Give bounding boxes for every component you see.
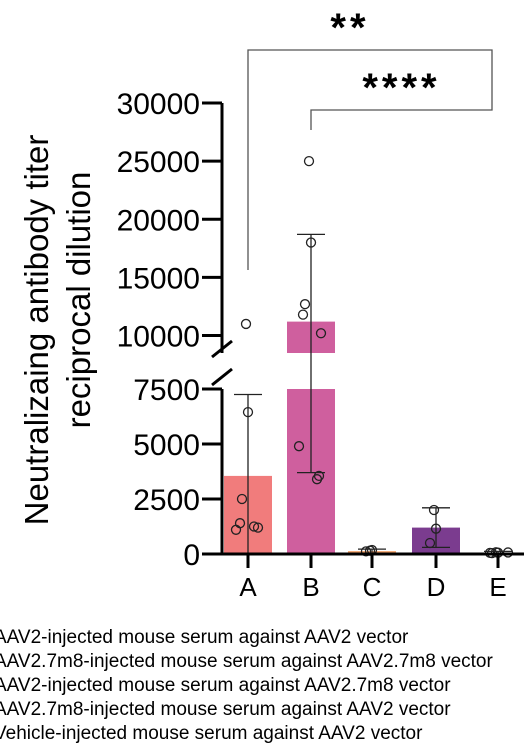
x-tick-label: E (489, 572, 506, 602)
y-tick-label: 25000 (117, 146, 200, 179)
x-tick-label: C (363, 572, 382, 602)
legend-item-e: Vehicle-injected mouse serum against AAV… (0, 723, 423, 744)
data-point (242, 406, 254, 418)
y-axis: 0 2500 5000 7500 10000 15000 20000 25000 30000 (117, 88, 233, 572)
y-tick-label: 15000 (117, 262, 200, 295)
data-points (230, 155, 514, 559)
significance-label: ** (330, 6, 369, 50)
data-point (230, 524, 242, 535)
y-axis-label: Neutralizaing antibody titer reciprocal … (18, 135, 97, 526)
legend-item-d: AAV2.7m8-injected mouse serum against AA… (0, 699, 451, 720)
y-axis-break-mark (211, 367, 233, 387)
data-point (303, 155, 315, 167)
data-point (236, 493, 248, 505)
data-point (424, 537, 436, 549)
y-tick-label: 30000 (117, 88, 200, 121)
y-tick-label: 5000 (133, 429, 200, 462)
x-tick-label: B (302, 572, 319, 602)
chart: ****** 025005000750010000150002000025000… (18, 6, 524, 602)
data-point (315, 328, 327, 339)
legend: AAV2-injected mouse serum against AAV2 v… (0, 626, 524, 746)
y-tick-label: 0 (183, 539, 200, 572)
y-tick-label: 20000 (117, 204, 200, 237)
y-tick-label: 2500 (133, 484, 200, 517)
data-point (360, 546, 372, 557)
x-tick-label: A (239, 572, 257, 602)
data-point (240, 318, 252, 330)
data-point (297, 309, 309, 320)
legend-item-b: AAV2.7m8-injected mouse serum against AA… (0, 651, 493, 672)
data-point (428, 504, 440, 516)
data-point (293, 441, 305, 452)
error-bars (234, 233, 512, 554)
data-point (248, 521, 260, 532)
bars (224, 321, 522, 554)
x-axis: A B C D E (222, 552, 524, 602)
data-point (299, 299, 311, 310)
significance-bracket (247, 49, 493, 270)
significance-bracket (310, 108, 493, 130)
data-point (313, 470, 325, 482)
data-point (305, 237, 317, 248)
data-point (430, 523, 442, 534)
legend-item-a: AAV2-injected mouse serum against AAV2 v… (0, 627, 409, 648)
y-tick-label: 10000 (117, 321, 200, 354)
y-axis-label-line2: reciprocal dilution (60, 172, 97, 429)
significance-brackets: ****** (247, 6, 493, 270)
y-axis-label-line1: Neutralizaing antibody titer (18, 135, 55, 526)
y-tick-label: 7500 (133, 374, 200, 407)
significance-label: **** (362, 66, 440, 110)
legend-item-c: AAV2-injected mouse serum against AAV2.7… (0, 675, 451, 696)
y-axis-break-mark (211, 339, 233, 359)
data-point (252, 522, 264, 533)
data-point (502, 547, 514, 558)
x-tick-label: D (427, 572, 446, 602)
